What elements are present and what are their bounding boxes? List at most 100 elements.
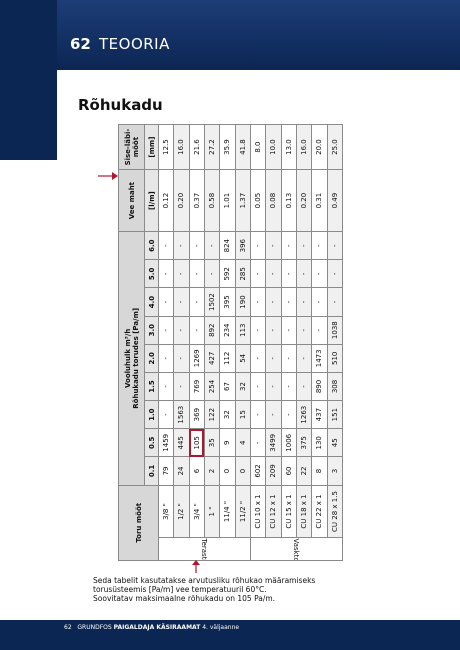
table-cell: - <box>204 259 220 288</box>
flow-header-0: 0.1 <box>144 456 159 486</box>
flow-header-5: 3.0 <box>144 316 159 345</box>
table-cell: 45 <box>327 428 343 457</box>
table-cell: - <box>265 259 282 288</box>
inner-diameter-cell: 41.8 <box>235 124 251 170</box>
table-row: CU 12 x 1 209 3499- - - - - - -0.08 10.0 <box>265 124 282 561</box>
table-cell: 890 <box>311 372 328 401</box>
table-row: 1 " 2 35 122 254 427 892 1502- -0.58 27.2 <box>204 124 220 561</box>
table-cell: 0 <box>235 456 251 486</box>
table-cell: - <box>281 400 297 429</box>
inner-diameter-cell: 12.5 <box>158 124 174 170</box>
inner-diameter-cell: 10.0 <box>265 124 282 170</box>
table-cell: 445 <box>173 428 190 457</box>
table-cell: - <box>250 231 266 260</box>
row-label: 1 " <box>204 485 220 538</box>
table-cell: 6 <box>189 456 205 486</box>
unit-inner: [mm] <box>144 124 159 170</box>
table-row: Vasktorud CU 10 x 1 602- - - - - - - -0.05 8.0 <box>250 124 343 561</box>
table-cell: - <box>265 231 282 260</box>
table-cell: - <box>265 287 282 317</box>
pressure-loss-table-area: Toru mõõt Vooluhulk m³/h Rõhukadu torude… <box>118 124 343 561</box>
row-label: 3/4 " <box>189 485 205 538</box>
inner-diameter-cell: 16.0 <box>296 124 312 170</box>
table-cell: - <box>250 428 266 457</box>
table-cell: - <box>327 259 343 288</box>
table-cell: - <box>173 344 190 373</box>
footer-edition: 4. väljaanne <box>202 624 240 631</box>
inner-diameter-cell: 27.2 <box>204 124 220 170</box>
table-cell: - <box>265 400 282 429</box>
highlighted-cell: 105 <box>189 428 205 457</box>
table-cell: 308 <box>327 372 343 401</box>
row-label: CU 22 x 1 <box>311 485 328 538</box>
left-color-bar <box>0 0 57 160</box>
table-cell: 427 <box>204 344 220 373</box>
row-label: CU 18 x 1 <box>296 485 312 538</box>
table-cell: 1263 <box>296 400 312 429</box>
footer-page-number: 62 <box>64 624 72 631</box>
table-cell: - <box>158 287 174 317</box>
table-cell: 9 <box>219 428 236 457</box>
table-cell: - <box>158 400 174 429</box>
inner-diameter-cell: 20.0 <box>311 124 328 170</box>
water-volume-cell: 0.05 <box>250 169 266 232</box>
inner-diameter-cell: 16.0 <box>173 124 190 170</box>
table-cell: 1006 <box>281 428 297 457</box>
page-header: 62 TEOORIA <box>57 0 460 70</box>
table-cell: 824 <box>219 231 236 260</box>
table-row: Terastorud 3/8 " 79 1459- - - - - - -0.12 12.5 <box>158 124 251 561</box>
water-volume-cell: 0.08 <box>265 169 282 232</box>
pressure-loss-table: Toru mõõt Vooluhulk m³/h Rõhukadu torude… <box>118 124 343 561</box>
table-cell: 2 <box>204 456 220 486</box>
water-volume-cell: 1.01 <box>219 169 236 232</box>
table-cell: - <box>311 316 328 345</box>
table-cell: - <box>265 316 282 345</box>
table-cell: 122 <box>204 400 220 429</box>
table-cell: 396 <box>235 231 251 260</box>
table-cell: - <box>265 372 282 401</box>
header-inner-diameter: Sise-läbi- mõõt <box>118 124 145 170</box>
table-cell: - <box>173 316 190 345</box>
table-cell: 375 <box>296 428 312 457</box>
table-cell: 151 <box>327 400 343 429</box>
water-volume-cell: 0.12 <box>158 169 174 232</box>
table-cell: - <box>173 287 190 317</box>
table-cell: 22 <box>296 456 312 486</box>
table-row: 3/4 " 6 105 369 769 1269- - - -0.37 21.6 <box>189 124 205 561</box>
inner-diameter-cell: 25.0 <box>327 124 343 170</box>
table-cell: - <box>296 287 312 317</box>
table-cell: - <box>173 231 190 260</box>
group-copper-pipes: Vasktorud <box>250 537 343 561</box>
table-cell: - <box>189 316 205 345</box>
table-cell: 130 <box>311 428 328 457</box>
table-cell: 209 <box>265 456 282 486</box>
table-cell: 234 <box>219 316 236 345</box>
table-cell: - <box>281 316 297 345</box>
table-cell: 395 <box>219 287 236 317</box>
table-row: 1/2 " 24 445 1563- - - - - -0.20 16.0 <box>173 124 190 561</box>
table-cell: 35 <box>204 428 220 457</box>
table-cell: - <box>189 231 205 260</box>
table-cell: - <box>296 316 312 345</box>
water-volume-cell: 0.49 <box>327 169 343 232</box>
table-cell: - <box>296 372 312 401</box>
table-cell: 54 <box>235 344 251 373</box>
water-volume-cell: 0.37 <box>189 169 205 232</box>
table-row: 11/2 " 0 4 15 32 54 113 190 285 396 1.37 41.8 <box>235 124 251 561</box>
flow-header-1: 0.5 <box>144 428 159 457</box>
table-cell: - <box>281 231 297 260</box>
footer-left-block <box>0 620 57 650</box>
group-label: Vasktorud <box>292 538 301 561</box>
table-cell: - <box>250 372 266 401</box>
table-cell: 79 <box>158 456 174 486</box>
table-cell: 1459 <box>158 428 174 457</box>
table-cell: - <box>158 259 174 288</box>
header-page-number: 62 <box>70 35 91 53</box>
flow-header-7: 5.0 <box>144 259 159 288</box>
table-cell: - <box>327 287 343 317</box>
water-volume-cell: 0.58 <box>204 169 220 232</box>
table-cell: 369 <box>189 400 205 429</box>
row-label: CU 28 x 1.5 <box>327 485 343 538</box>
inner-diameter-cell: 8.0 <box>250 124 266 170</box>
table-cell: - <box>173 372 190 401</box>
